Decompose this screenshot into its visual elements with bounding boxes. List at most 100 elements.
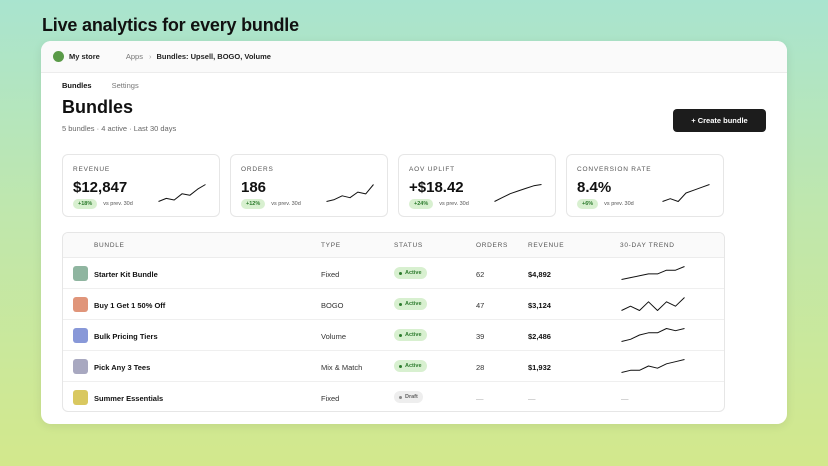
table-header: BUNDLE TYPE STATUS ORDERS REVENUE 30-DAY…: [63, 233, 724, 258]
store-avatar[interactable]: [53, 51, 64, 62]
bundle-name[interactable]: Pick Any 3 Tees: [94, 363, 151, 372]
delta-badge: +12%: [241, 199, 266, 209]
table-row[interactable]: Pick Any 3 Tees Mix & Match Active 28 $1…: [63, 351, 724, 382]
bundle-orders: 28: [476, 363, 485, 372]
metric-card-aov-uplift: AOV UPLIFT +$18.42 +24% vs prev. 30d: [398, 154, 556, 217]
table-row[interactable]: Buy 1 Get 1 50% Off BOGO Active 47 $3,12…: [63, 289, 724, 320]
column-header-bundle[interactable]: BUNDLE: [94, 242, 125, 249]
bundle-thumbnail: [73, 297, 88, 312]
bundle-revenue: $2,486: [528, 332, 551, 341]
delta-badge: +18%: [73, 199, 98, 209]
comparison-text: vs prev. 30d: [103, 201, 133, 207]
status-badge: Active: [394, 329, 427, 341]
metric-value: 8.4%: [577, 179, 612, 196]
create-bundle-button[interactable]: + Create bundle: [673, 109, 766, 132]
bundle-name[interactable]: Buy 1 Get 1 50% Off: [94, 301, 166, 310]
bundle-type: Fixed: [321, 394, 340, 403]
trend-line: [158, 184, 206, 202]
status-badge: Active: [394, 298, 427, 310]
table-row[interactable]: Summer Essentials Fixed Draft — — —: [63, 382, 724, 411]
column-header-trend[interactable]: 30-DAY TREND: [620, 242, 675, 249]
sparkline: [158, 184, 206, 202]
bundles-table: BUNDLE TYPE STATUS ORDERS REVENUE 30-DAY…: [62, 232, 725, 412]
sparkline: [662, 184, 710, 202]
trend-line: [326, 184, 374, 202]
bundle-revenue: —: [528, 394, 536, 403]
metric-card-orders: ORDERS 186 +12% vs prev. 30d: [230, 154, 388, 217]
trend-sparkline: [621, 328, 685, 342]
metric-label: AOV UPLIFT: [409, 166, 455, 173]
column-header-status[interactable]: STATUS: [394, 242, 423, 249]
bundle-orders: —: [476, 394, 484, 403]
bundle-orders: 39: [476, 332, 485, 341]
trend-sparkline: [621, 266, 685, 280]
metric-value: 186: [241, 179, 267, 196]
app-window: My store Apps › Bundles: Upsell, BOGO, V…: [41, 41, 787, 424]
status-text: Active: [405, 363, 422, 369]
trend-line: [621, 266, 685, 280]
bundle-name[interactable]: Bulk Pricing Tiers: [94, 332, 158, 341]
bundle-revenue: $3,124: [528, 301, 551, 310]
trend-line: [494, 184, 542, 202]
comparison-text: vs prev. 30d: [604, 201, 634, 207]
column-header-type[interactable]: TYPE: [321, 242, 341, 249]
status-dot-icon: [399, 302, 402, 306]
tab-settings[interactable]: Settings: [111, 81, 139, 90]
sparkline: [494, 184, 542, 202]
bundle-thumbnail: [73, 328, 88, 343]
status-badge: Active: [394, 360, 427, 372]
page-subtitle: 5 bundles · 4 active · Last 30 days: [62, 124, 177, 133]
bundle-type: Mix & Match: [321, 363, 363, 372]
status-badge: Active: [394, 267, 427, 279]
trend-sparkline: [621, 297, 685, 311]
status-text: Active: [405, 301, 422, 307]
trend-line: [621, 359, 685, 373]
trend-empty: —: [621, 394, 629, 403]
bundle-type: Fixed: [321, 270, 340, 279]
status-text: Draft: [405, 394, 418, 400]
bundle-revenue: $1,932: [528, 363, 551, 372]
status-dot-icon: [399, 364, 402, 368]
metric-cards: REVENUE $12,847 +18% vs prev. 30d ORDERS…: [62, 154, 724, 217]
status-text: Active: [405, 270, 422, 276]
breadcrumb-apps[interactable]: Apps: [125, 52, 143, 61]
store-name[interactable]: My store: [69, 52, 100, 61]
breadcrumb-current: Bundles: Upsell, BOGO, Volume: [156, 52, 271, 61]
bundle-orders: 62: [476, 270, 485, 279]
bundle-type: Volume: [321, 332, 347, 341]
table-row[interactable]: Bulk Pricing Tiers Volume Active 39 $2,4…: [63, 320, 724, 351]
metric-label: ORDERS: [241, 166, 274, 173]
sub-navigation: Bundles Settings: [62, 81, 139, 90]
metric-card-revenue: REVENUE $12,847 +18% vs prev. 30d: [62, 154, 220, 217]
trend-line: [662, 184, 710, 202]
top-bar: My store Apps › Bundles: Upsell, BOGO, V…: [41, 41, 787, 73]
status-badge: Draft: [394, 391, 423, 403]
status-text: Active: [405, 332, 422, 338]
metric-value: $12,847: [73, 179, 128, 196]
metric-label: REVENUE: [73, 166, 111, 173]
metric-value: +$18.42: [409, 179, 464, 196]
delta-badge: +6%: [577, 199, 599, 209]
headline: Live analytics for every bundle: [42, 15, 299, 35]
status-dot-icon: [399, 271, 402, 275]
metric-label: CONVERSION RATE: [577, 166, 652, 173]
comparison-text: vs prev. 30d: [271, 201, 301, 207]
column-header-orders[interactable]: ORDERS: [476, 242, 509, 249]
bundle-name[interactable]: Starter Kit Bundle: [94, 270, 158, 279]
status-dot-icon: [399, 395, 402, 399]
sparkline: [326, 184, 374, 202]
trend-sparkline: [621, 359, 685, 373]
chevron-right-icon: ›: [148, 52, 152, 61]
bundle-thumbnail: [73, 390, 88, 405]
bundle-type: BOGO: [321, 301, 344, 310]
bundle-thumbnail: [73, 359, 88, 374]
trend-line: [621, 328, 685, 342]
bundle-name[interactable]: Summer Essentials: [94, 394, 164, 403]
column-header-revenue[interactable]: REVENUE: [528, 242, 565, 249]
table-row[interactable]: Starter Kit Bundle Fixed Active 62 $4,89…: [63, 258, 724, 289]
bundle-orders: 47: [476, 301, 485, 310]
bundle-revenue: $4,892: [528, 270, 551, 279]
status-dot-icon: [399, 333, 402, 337]
tab-bundles[interactable]: Bundles: [62, 81, 92, 90]
metric-card-conversion-rate: CONVERSION RATE 8.4% +6% vs prev. 30d: [566, 154, 724, 217]
